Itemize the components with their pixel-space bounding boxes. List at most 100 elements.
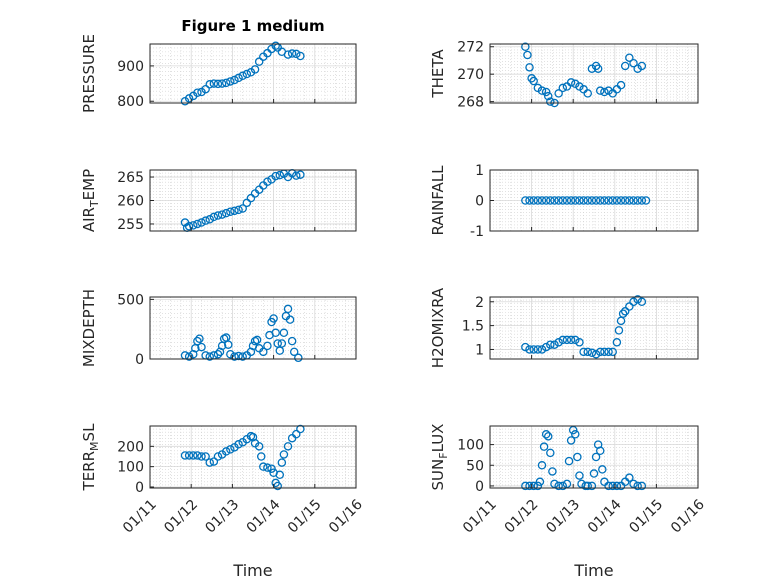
data-point [296,170,305,179]
y-tick-label: 500 [117,292,144,308]
data-point [285,315,295,324]
data-point [629,58,638,68]
data-point [189,221,198,230]
subplot-pressure: 800 900 PRESSURE Figure 1 medium [80,17,357,113]
data-point [598,465,607,474]
data-point [525,481,534,491]
y-tick-label: 100 [457,438,484,454]
y-axis-label: THETA [429,49,447,99]
data-point [625,473,634,482]
data-point [221,447,231,456]
axes-frame [149,296,357,360]
data-point [525,63,534,72]
data-point [242,198,252,208]
data-point [620,196,630,205]
data-point [217,79,227,88]
data-point [633,481,642,491]
data-point [277,458,287,467]
data-point [205,215,214,224]
data-point [583,481,593,491]
y-tick-label: 255 [117,217,144,233]
data-point [209,79,219,88]
data-point [213,211,223,220]
data-point [637,61,647,71]
data-point [591,196,601,205]
data-point [558,196,568,205]
data-point [193,88,202,98]
x-tick-label: 01/12 [161,497,201,537]
data-point [246,193,256,203]
x-tick-label: 01/14 [244,497,284,537]
data-point [554,196,563,205]
x-tick-label: 01/11 [120,497,160,537]
data-point [277,339,287,348]
data-point [193,451,202,460]
data-point [292,171,301,180]
data-point [546,340,555,349]
data-point [184,222,194,231]
data-point [193,219,202,229]
subplot-h2omixra: 1 1.5 2 H2OMIXRA [429,287,699,368]
data-point [289,347,299,357]
data-point [221,78,231,88]
chart-title: Figure 1 medium [181,17,324,35]
y-tick-label: 1 [475,163,484,179]
y-axis-label: SUNFLUX [429,424,450,491]
data-point [184,451,194,460]
y-axis-label: PRESSURE [80,34,98,113]
y-tick-label: 100 [117,460,144,476]
data-point [562,196,572,205]
data-point [234,205,243,215]
data-point [579,196,588,205]
data-point [230,206,239,216]
data-point [616,196,626,205]
data-point [583,347,593,357]
data-point [193,336,202,346]
data-point [583,89,593,98]
y-axis-label: TERRMSL [80,423,101,492]
data-point [546,97,555,106]
data-point [521,342,530,352]
x-tick-label: 01/16 [326,497,366,537]
data-point [525,345,534,354]
subplot-mixdepth: 0 500 MIXDEPTH [80,289,357,368]
plot-area [149,43,357,104]
data-point [226,207,235,217]
data-point [591,349,601,359]
data-point [564,456,574,466]
y-tick-label: 260 [117,194,144,210]
data-point [189,451,198,460]
data-point [197,342,206,352]
y-tick-label: 0 [135,352,144,368]
data-point [250,65,260,74]
data-point [595,196,605,205]
data-point [279,328,289,338]
y-tick-label: 1.5 [462,319,484,335]
data-point [566,78,576,87]
data-point [259,347,268,357]
data-point [568,425,578,435]
data-point [604,196,613,205]
data-point [575,196,584,205]
data-point [283,442,293,451]
data-point [283,50,293,59]
data-point [533,196,543,205]
data-point [533,481,543,491]
data-point [608,347,617,357]
x-tick-label: 01/16 [668,497,708,537]
data-point [213,349,223,359]
data-point [608,196,617,205]
subplot-air-temp: 255 260 265 AIRTEMP [80,169,357,233]
data-point [287,49,297,58]
data-point [226,349,235,359]
plot-area [489,43,699,104]
y-axis-label: MIXDEPTH [80,289,98,367]
y-tick-label: 265 [117,170,144,186]
data-point [226,445,235,454]
data-point [226,77,235,86]
data-point [234,440,243,449]
data-point [625,53,634,62]
data-point [566,196,576,205]
x-tick-label: 01/15 [626,497,666,537]
